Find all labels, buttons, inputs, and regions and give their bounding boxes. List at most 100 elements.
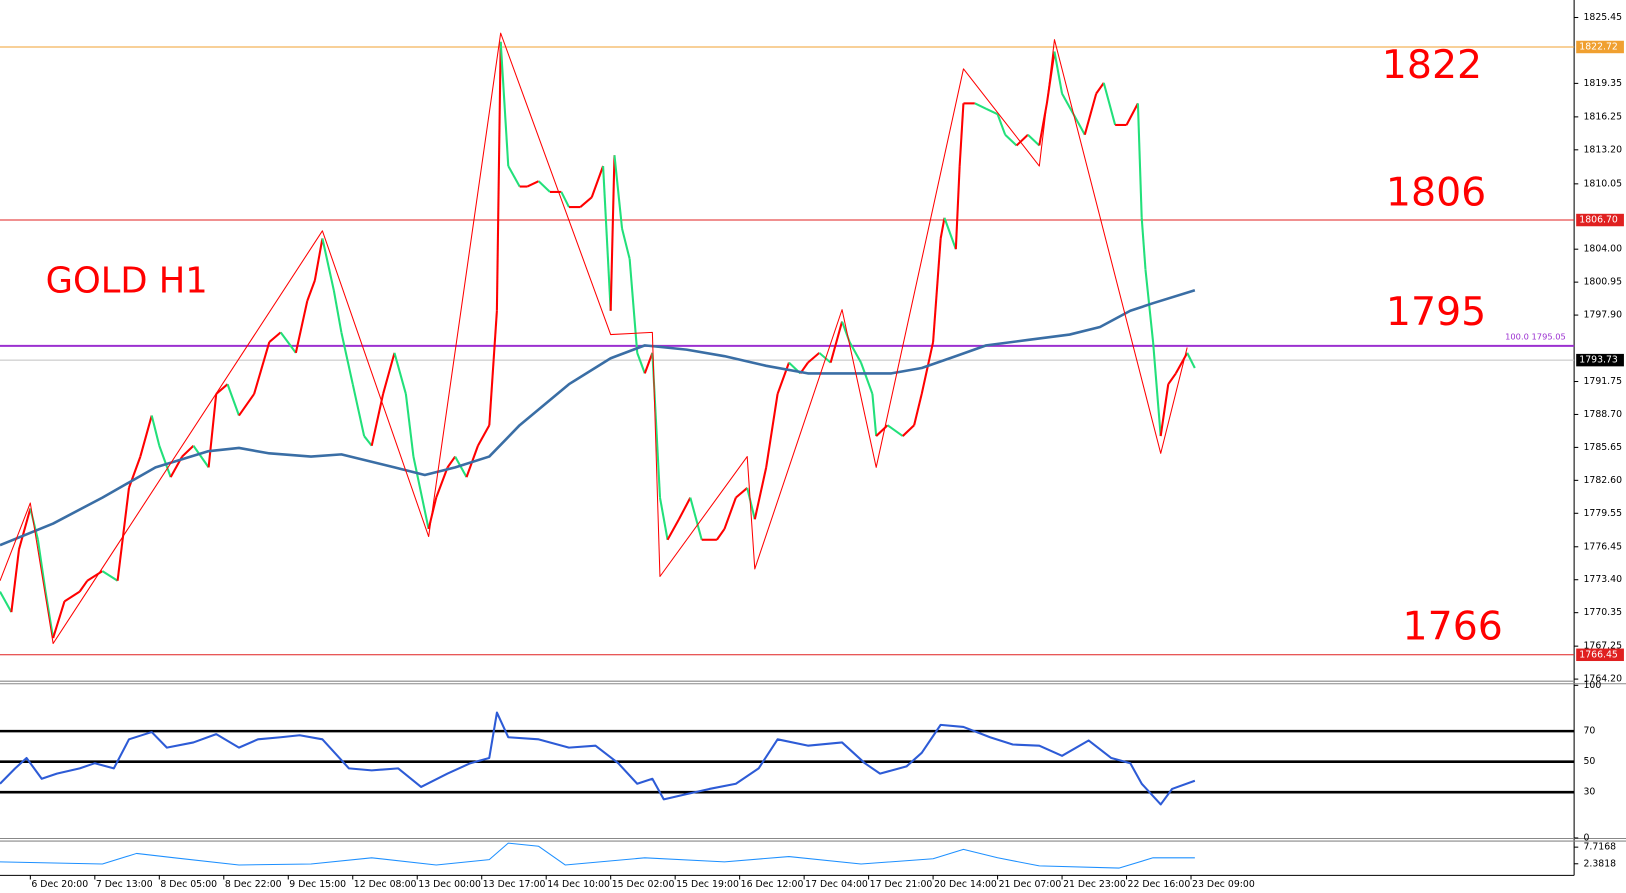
price-segment	[192, 445, 210, 468]
y-tick-label: 1800.95	[1583, 277, 1622, 288]
price-segment	[36, 539, 47, 592]
price-segment	[52, 601, 66, 639]
price-segment	[1144, 269, 1155, 343]
price-segment	[158, 445, 172, 478]
price-segment	[1015, 133, 1029, 147]
level-label: 1822.72	[1579, 41, 1618, 52]
y-tick-label: 1767.25	[1583, 641, 1622, 652]
x-tick-label: 9 Dec 15:00	[289, 879, 346, 890]
price-segment	[332, 290, 343, 333]
price-segment	[613, 155, 624, 229]
price-segment	[17, 508, 32, 550]
annotation: 1806	[1386, 170, 1486, 216]
price-segment	[860, 362, 874, 395]
price-segment	[215, 383, 229, 395]
x-tick-label: 13 Dec 00:00	[418, 879, 481, 890]
price-segment	[776, 362, 790, 395]
price-segment	[382, 352, 396, 395]
y-tick-label: 1764.20	[1583, 674, 1622, 685]
price-segment	[495, 41, 502, 311]
level-box	[1576, 353, 1624, 367]
annotation: 1795	[1386, 289, 1486, 335]
price-segment	[1095, 82, 1105, 95]
x-tick-label: 21 Dec 07:00	[999, 879, 1062, 890]
y-tick-label: 1779.55	[1583, 508, 1622, 519]
price-segment	[590, 165, 605, 198]
y-tick-label: 1819.35	[1583, 78, 1622, 89]
price-segment	[294, 300, 309, 354]
price-segment	[1072, 113, 1086, 136]
rsi-tick-label: 100	[1583, 680, 1601, 691]
x-tick-label: 15 Dec 02:00	[612, 879, 675, 890]
y-tick-label: 1816.25	[1583, 111, 1622, 122]
price-segment	[1053, 51, 1064, 94]
price-segment	[1102, 82, 1117, 126]
price-segment	[404, 393, 415, 457]
price-segment	[63, 590, 81, 603]
x-tick-label: 20 Dec 14:00	[934, 879, 997, 890]
price-segment	[363, 435, 373, 447]
price-segment	[412, 456, 430, 530]
x-tick-label: 7 Dec 13:00	[96, 879, 153, 890]
price-segment	[499, 41, 510, 167]
price-segment	[753, 467, 768, 520]
price-segment	[579, 196, 593, 208]
price-segment	[526, 180, 540, 188]
annotation: 1766	[1403, 603, 1503, 649]
price-segment	[1186, 352, 1196, 369]
x-tick-label: 17 Dec 04:00	[805, 879, 868, 890]
price-segment	[954, 165, 961, 250]
price-segment	[1083, 93, 1098, 135]
price-segment	[78, 580, 89, 593]
price-segment	[1152, 342, 1162, 437]
price-segment	[279, 331, 297, 354]
price-segment	[621, 228, 631, 260]
atr-tick-label: 2.3818	[1583, 858, 1616, 869]
x-tick-label: 13 Dec 17:00	[483, 879, 546, 890]
price-segment	[446, 455, 457, 468]
price-segment	[913, 393, 923, 426]
level-label: 1793.73	[1579, 355, 1618, 366]
x-tick-label: 15 Dec 19:00	[676, 879, 739, 890]
price-segment	[1125, 102, 1139, 126]
y-tick-label: 1773.40	[1583, 574, 1622, 585]
price-segment	[1140, 217, 1147, 270]
y-tick-label: 1776.45	[1583, 541, 1622, 552]
y-tick-label: 1785.65	[1583, 442, 1622, 453]
price-segment	[920, 341, 935, 395]
price-segment	[765, 393, 779, 468]
price-segment	[689, 497, 703, 541]
price-segment	[943, 217, 957, 250]
price-segment	[370, 393, 385, 447]
price-segment	[974, 102, 987, 110]
atr-line	[0, 842, 1195, 869]
price-segment	[0, 591, 13, 613]
price-segment	[1027, 133, 1041, 147]
level-label: 100.0 1795.05	[1505, 332, 1566, 342]
x-tick-label: 17 Dec 21:00	[870, 879, 933, 890]
x-tick-label: 23 Dec 09:00	[1192, 879, 1255, 890]
price-segment	[44, 591, 55, 639]
moving-average	[0, 288, 1196, 547]
level-box	[1576, 648, 1624, 662]
price-segment	[537, 180, 551, 193]
x-tick-label: 12 Dec 08:00	[354, 879, 417, 890]
rsi-tick-label: 30	[1583, 787, 1595, 798]
price-segment	[340, 332, 354, 385]
price-segment	[321, 238, 335, 291]
price-segment	[351, 383, 366, 437]
price-segment	[609, 155, 616, 311]
x-tick-label: 22 Dec 16:00	[1128, 879, 1191, 890]
price-segment	[238, 393, 255, 417]
x-tick-label: 16 Dec 12:00	[741, 879, 804, 890]
price-segment	[886, 424, 904, 437]
price-segment	[958, 103, 965, 167]
price-segment	[932, 238, 942, 343]
price-segment	[829, 321, 844, 363]
price-segment	[226, 383, 240, 416]
y-tick-label: 1770.35	[1583, 607, 1622, 618]
price-segment	[435, 467, 449, 498]
